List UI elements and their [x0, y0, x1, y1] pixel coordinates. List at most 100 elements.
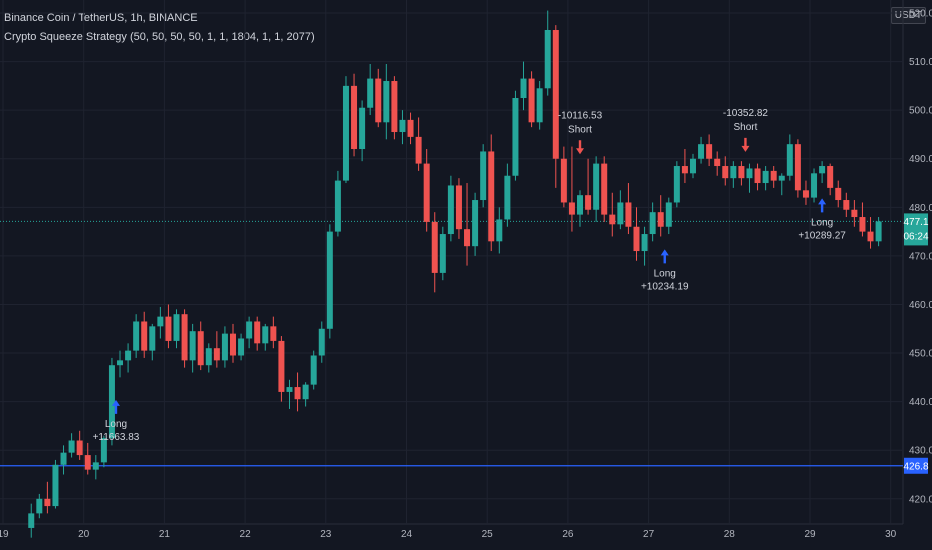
short-trade-marker[interactable]: -10116.53 Short [558, 110, 603, 155]
candle[interactable] [278, 336, 285, 402]
currency-unit-button[interactable]: USDT [890, 7, 926, 24]
candle[interactable] [601, 156, 608, 222]
candle[interactable] [504, 163, 511, 227]
candle[interactable] [665, 197, 672, 235]
candle[interactable] [480, 144, 487, 208]
candle[interactable] [746, 163, 753, 193]
candle[interactable] [770, 166, 777, 188]
candle[interactable] [843, 192, 850, 218]
short-trade-marker[interactable]: -10352.82 Short [723, 108, 768, 152]
candle[interactable] [819, 161, 826, 184]
candle[interactable] [641, 226, 648, 266]
candle[interactable] [762, 166, 769, 191]
strategy-legend[interactable]: Crypto Squeeze Strategy (50, 50, 50, 50,… [4, 31, 315, 43]
candle[interactable] [681, 149, 688, 184]
candle[interactable] [221, 326, 228, 368]
candle[interactable] [84, 442, 91, 475]
candle[interactable] [786, 134, 793, 181]
candle[interactable] [585, 158, 592, 215]
candle[interactable] [536, 81, 543, 130]
candle[interactable] [649, 202, 656, 242]
candle[interactable] [359, 100, 366, 162]
candle[interactable] [181, 309, 188, 368]
candle[interactable] [472, 192, 479, 256]
candle[interactable] [125, 343, 132, 373]
candle[interactable] [609, 192, 616, 237]
candle[interactable] [867, 217, 874, 249]
candle[interactable] [455, 178, 462, 239]
candle[interactable] [496, 207, 503, 254]
candle[interactable] [738, 161, 745, 186]
candle[interactable] [488, 134, 495, 252]
candle[interactable] [657, 195, 664, 237]
candle[interactable] [133, 314, 140, 358]
candle[interactable] [439, 226, 446, 281]
candle[interactable] [415, 117, 422, 171]
candle[interactable] [827, 163, 834, 196]
candle[interactable] [568, 146, 575, 232]
candle[interactable] [391, 76, 398, 140]
candle[interactable] [165, 304, 172, 349]
candle[interactable] [560, 146, 567, 208]
candle[interactable] [431, 212, 438, 293]
candle[interactable] [213, 331, 220, 368]
candle[interactable] [423, 149, 430, 232]
candle[interactable] [270, 316, 277, 349]
candle[interactable] [722, 156, 729, 186]
candle[interactable] [778, 173, 785, 196]
candle[interactable] [552, 25, 559, 188]
candle[interactable] [100, 435, 107, 468]
candle[interactable] [859, 202, 866, 237]
candle[interactable] [141, 311, 148, 358]
candle[interactable] [633, 207, 640, 261]
candle[interactable] [173, 309, 180, 349]
candle[interactable] [399, 110, 406, 145]
candle[interactable] [689, 153, 696, 179]
candle[interactable] [157, 306, 164, 339]
candle[interactable] [714, 151, 721, 176]
candle[interactable] [326, 224, 333, 339]
candle[interactable] [229, 323, 236, 363]
candle[interactable] [189, 323, 196, 373]
candle[interactable] [625, 183, 632, 235]
candle[interactable] [447, 175, 454, 242]
candle[interactable] [464, 183, 471, 266]
candle[interactable] [310, 350, 317, 390]
candle[interactable] [318, 321, 325, 363]
candle[interactable] [68, 433, 75, 458]
candle[interactable] [754, 163, 761, 191]
candle[interactable] [617, 190, 624, 230]
candle[interactable] [246, 316, 253, 349]
candle[interactable] [520, 61, 527, 111]
candle[interactable] [875, 217, 882, 247]
candle[interactable] [302, 382, 309, 407]
candle[interactable] [512, 90, 519, 181]
candle[interactable] [205, 343, 212, 373]
candle[interactable] [149, 323, 156, 361]
candle[interactable] [593, 156, 600, 222]
candle[interactable] [262, 323, 269, 351]
candle[interactable] [342, 76, 349, 184]
candle[interactable] [117, 350, 124, 378]
candle[interactable] [334, 170, 341, 237]
candle[interactable] [52, 459, 59, 509]
candle[interactable] [294, 372, 301, 412]
candle[interactable] [92, 455, 99, 480]
candle[interactable] [528, 71, 535, 128]
candle[interactable] [44, 481, 51, 514]
candle[interactable] [577, 190, 584, 227]
candle[interactable] [730, 161, 737, 188]
long-trade-marker[interactable]: Long +10289.27 [798, 198, 846, 241]
candle[interactable] [407, 112, 414, 145]
candle[interactable] [351, 73, 358, 157]
candle[interactable] [108, 357, 115, 446]
candle[interactable] [544, 10, 551, 96]
candle[interactable] [851, 200, 858, 227]
candle[interactable] [238, 333, 245, 361]
candle[interactable] [254, 316, 261, 351]
long-trade-marker[interactable]: Long +10234.19 [641, 249, 689, 292]
candle[interactable] [835, 180, 842, 208]
candle[interactable] [286, 379, 293, 409]
candle[interactable] [28, 503, 35, 538]
